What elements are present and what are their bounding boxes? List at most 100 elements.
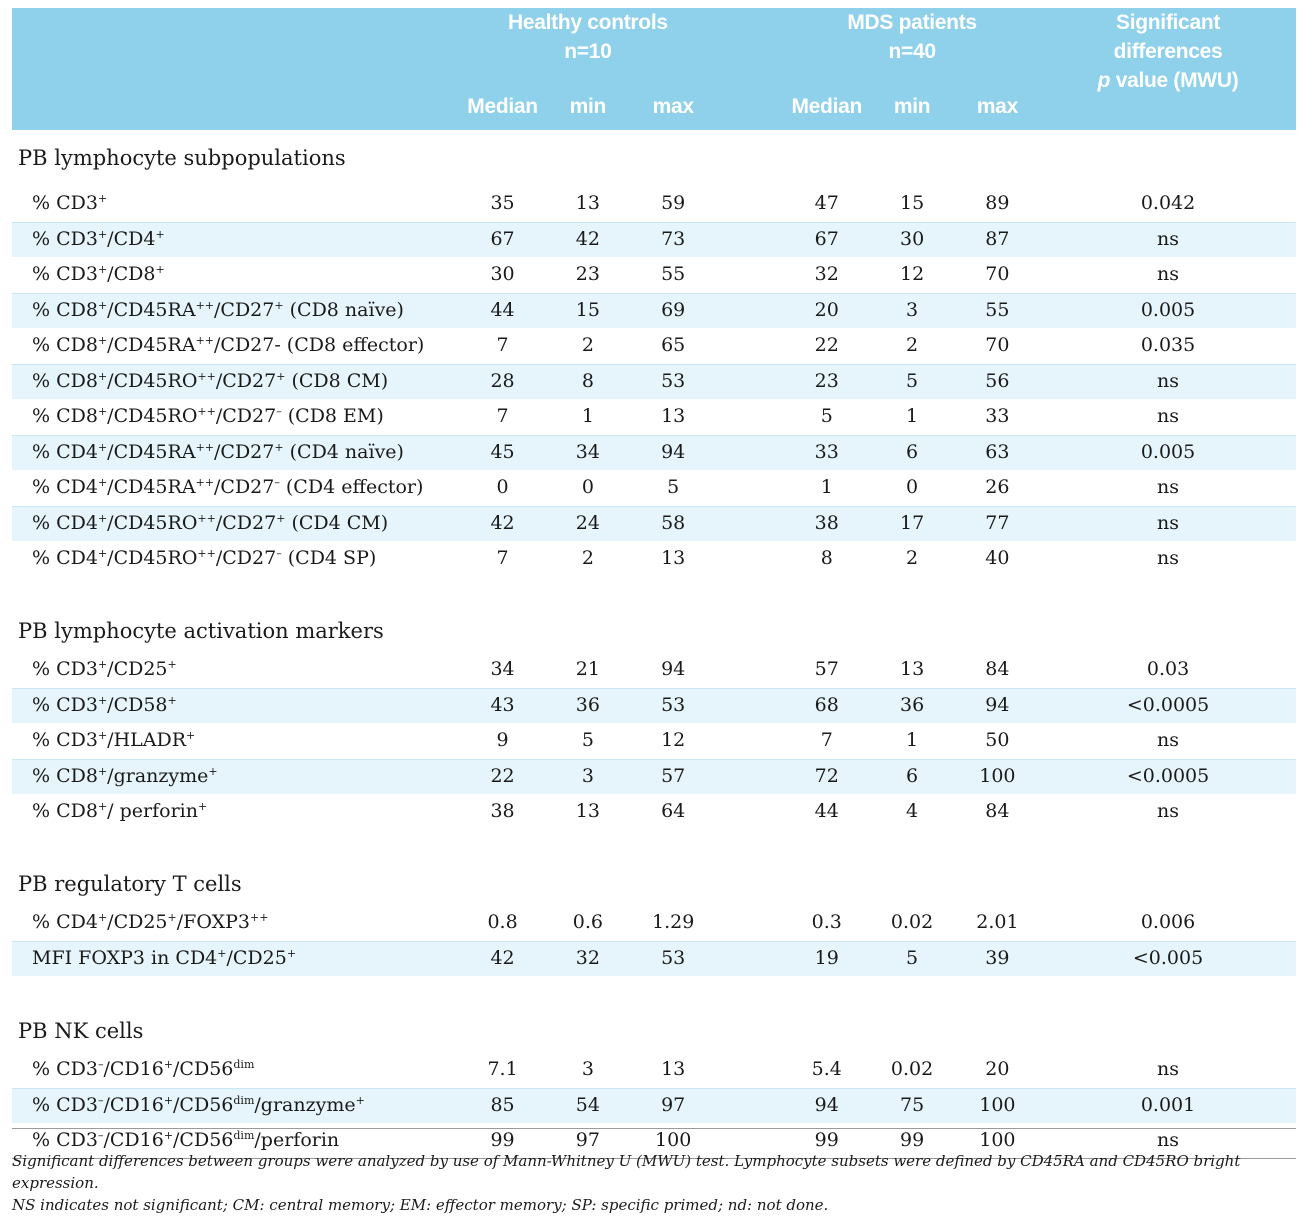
- cell-mds-median: 7: [820, 729, 833, 751]
- section-spacer: [12, 576, 1296, 611]
- section-spacer: [12, 976, 1296, 1011]
- cell-p-value: 0.035: [1140, 334, 1196, 356]
- row-label: % CD3+/CD8+: [32, 263, 165, 285]
- row-label: % CD8+/CD45RA++/CD27+ (CD8 naïve): [12, 292, 460, 328]
- cell-healthy-max: 53: [630, 940, 716, 976]
- cell-mds-max: 77: [954, 505, 1041, 541]
- cell-healthy-min: 13: [575, 800, 600, 822]
- row-label: % CD4+/CD25+/FOXP3++: [32, 911, 269, 933]
- cell-healthy-median: 42: [459, 940, 546, 976]
- cell-p-value: <0.0005: [1040, 758, 1296, 794]
- cell-p-value: <0.005: [1040, 940, 1296, 976]
- row-label: % CD4+/CD45RA++/CD27+ (CD4 naïve): [12, 434, 460, 470]
- gap-cell: [715, 1087, 785, 1123]
- header-blank: [12, 8, 460, 96]
- cell-healthy-min: 8: [545, 363, 631, 399]
- cell-healthy-median: 7: [496, 334, 509, 356]
- cell-mds-max: 70: [985, 334, 1010, 356]
- gap-cell: [716, 257, 784, 293]
- cell-healthy-min: 2: [581, 547, 594, 569]
- cell-healthy-median: 7: [496, 547, 509, 569]
- cell-p-value: ns: [1157, 800, 1180, 822]
- table-row: % CD3+/CD8+ 30 23 55 32 12 70 ns: [12, 257, 1296, 293]
- cell-mds-max: 89: [985, 192, 1010, 214]
- cell-p-value: 0.006: [1140, 911, 1196, 933]
- gap-cell: [716, 1052, 784, 1088]
- cell-mds-median: 1: [820, 476, 833, 498]
- cell-healthy-median: 9: [496, 729, 509, 751]
- table-row: % CD8+/CD45RO++/CD27+ (CD8 CM) 28 8 53 23 5 56…: [12, 363, 1296, 399]
- cell-mds-min: 0: [906, 476, 919, 498]
- cell-p-value: ns: [1157, 729, 1180, 751]
- cell-healthy-max: 94: [661, 658, 686, 680]
- cell-mds-min: 30: [869, 221, 955, 257]
- row-label: % CD3+/CD4+: [12, 221, 460, 257]
- cell-mds-min: 2: [906, 547, 919, 569]
- section-spacer: [12, 829, 1296, 864]
- header-median-healthy: Median: [459, 96, 546, 130]
- row-label: % CD8+/ perforin+: [32, 800, 208, 822]
- cell-mds-median: 8: [820, 547, 833, 569]
- cell-healthy-min: 13: [575, 192, 600, 214]
- cell-healthy-median: 7.1: [487, 1058, 518, 1080]
- cell-healthy-min: 24: [545, 505, 631, 541]
- footnote-line-2: NS indicates not significant; CM: centra…: [12, 1196, 829, 1214]
- table-header: Healthy controls n=10 MDS patients n=40 …: [12, 8, 1296, 130]
- row-label: % CD4+/CD45RA++/CD27– (CD4 effector): [32, 476, 424, 498]
- cell-mds-min: 36: [869, 687, 955, 723]
- cell-healthy-max: 1.29: [652, 911, 695, 933]
- cell-healthy-median: 43: [459, 687, 546, 723]
- cell-healthy-median: 67: [459, 221, 546, 257]
- cell-healthy-median: 35: [490, 192, 515, 214]
- cell-mds-min: 0.02: [890, 911, 934, 933]
- cell-healthy-min: 21: [575, 658, 600, 680]
- header-median-mds: Median: [784, 96, 870, 130]
- cell-healthy-min: 23: [575, 263, 600, 285]
- section-title: PB lymphocyte activation markers: [18, 619, 384, 643]
- table-row: % CD4+/CD45RO++/CD27+ (CD4 CM) 42 24 58 38 17…: [12, 505, 1296, 541]
- gap-cell: [715, 363, 785, 399]
- cell-healthy-median: 38: [490, 800, 515, 822]
- cell-mds-median: 94: [784, 1087, 870, 1123]
- cell-healthy-max: 57: [630, 758, 716, 794]
- row-label: % CD4+/CD45RO++/CD27+ (CD4 CM): [12, 505, 460, 541]
- cell-healthy-min: 54: [545, 1087, 631, 1123]
- cell-mds-min: 13: [899, 658, 925, 680]
- results-table-container: Healthy controls n=10 MDS patients n=40 …: [12, 8, 1296, 1159]
- gap-cell: [715, 434, 785, 470]
- cell-mds-min: 1: [906, 729, 919, 751]
- header-max-mds: max: [954, 96, 1041, 130]
- cell-p-value: 0.03: [1146, 658, 1190, 680]
- cell-mds-min: 75: [869, 1087, 955, 1123]
- cell-p-value: ns: [1157, 263, 1180, 285]
- cell-mds-median: 72: [784, 758, 870, 794]
- row-label: % CD8+/CD45RO++/CD27– (CD8 EM): [32, 405, 384, 427]
- table-row: MFI FOXP3 in CD4+/CD25+ 42 32 53 19 5 39 <0.005: [12, 940, 1296, 976]
- table-body: PB lymphocyte subpopulations% CD3+ 35 13 59…: [12, 130, 1296, 1159]
- cell-healthy-min: 42: [545, 221, 631, 257]
- cell-healthy-min: 32: [545, 940, 631, 976]
- gap-cell: [716, 905, 784, 941]
- cell-healthy-max: 12: [661, 729, 686, 751]
- cell-p-value: <0.0005: [1040, 687, 1296, 723]
- cell-healthy-median: 44: [459, 292, 546, 328]
- section-header: PB regulatory T cells: [12, 864, 1296, 905]
- gap-cell: [716, 470, 784, 506]
- cell-healthy-median: 42: [459, 505, 546, 541]
- cell-p-value: ns: [1157, 547, 1180, 569]
- cell-p-value: 0.005: [1040, 434, 1296, 470]
- row-label: MFI FOXP3 in CD4+/CD25+: [12, 940, 460, 976]
- cell-mds-median: 67: [784, 221, 870, 257]
- cell-mds-median: 32: [814, 263, 839, 285]
- cell-healthy-max: 73: [630, 221, 716, 257]
- cell-mds-min: 17: [869, 505, 955, 541]
- cell-mds-max: 20: [985, 1058, 1010, 1080]
- cell-healthy-max: 53: [630, 363, 716, 399]
- cell-healthy-max: 53: [630, 687, 716, 723]
- cell-healthy-median: 34: [490, 658, 515, 680]
- cell-mds-max: 84: [985, 658, 1010, 680]
- cell-healthy-median: 28: [459, 363, 546, 399]
- cell-p-value: 0.042: [1140, 192, 1196, 214]
- row-label: % CD8+/CD45RA++/CD27- (CD8 effector): [32, 334, 425, 356]
- table-row: % CD3+ 35 13 59 47 15 89 0.042: [12, 186, 1296, 222]
